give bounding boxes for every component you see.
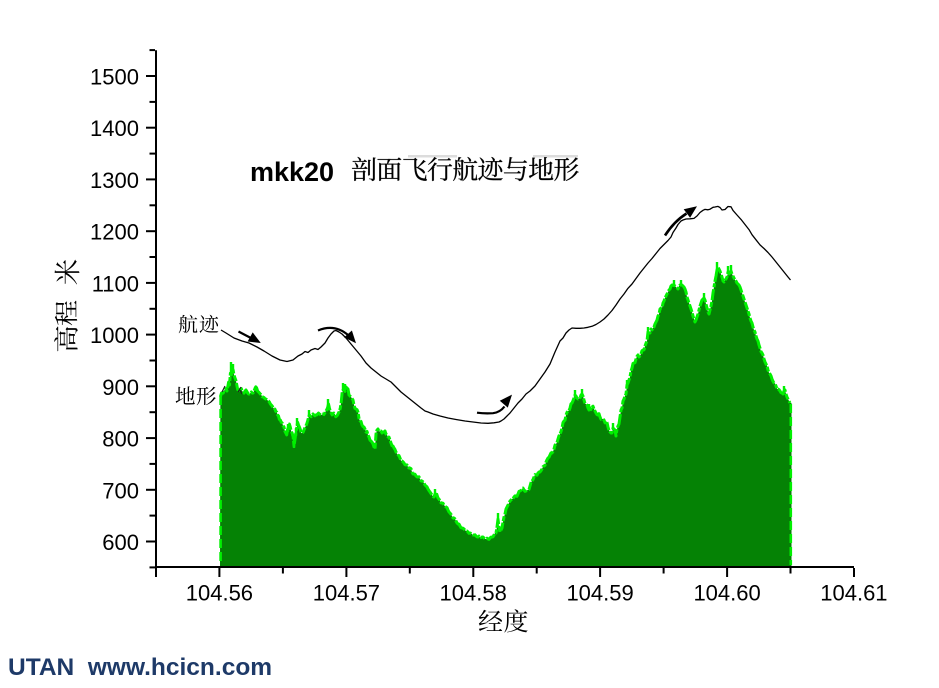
svg-text:1200: 1200 bbox=[90, 220, 139, 245]
svg-text:mkk20: mkk20 bbox=[250, 157, 334, 187]
svg-text:900: 900 bbox=[102, 375, 139, 400]
svg-text:104.60: 104.60 bbox=[693, 581, 760, 606]
svg-text:1000: 1000 bbox=[90, 323, 139, 348]
svg-text:UTAN www.hcicn.com: UTAN www.hcicn.com bbox=[8, 654, 272, 681]
svg-text:1500: 1500 bbox=[90, 65, 139, 90]
svg-text:104.58: 104.58 bbox=[440, 581, 507, 606]
svg-text:1300: 1300 bbox=[90, 168, 139, 193]
svg-text:104.59: 104.59 bbox=[566, 581, 633, 606]
svg-text:1400: 1400 bbox=[90, 116, 139, 141]
svg-text:104.57: 104.57 bbox=[313, 581, 380, 606]
svg-text:104.56: 104.56 bbox=[186, 581, 253, 606]
svg-text:800: 800 bbox=[102, 427, 139, 452]
svg-text:104.61: 104.61 bbox=[820, 581, 887, 606]
svg-text:600: 600 bbox=[102, 530, 139, 555]
svg-text:1100: 1100 bbox=[92, 271, 139, 296]
svg-text:700: 700 bbox=[102, 478, 139, 503]
